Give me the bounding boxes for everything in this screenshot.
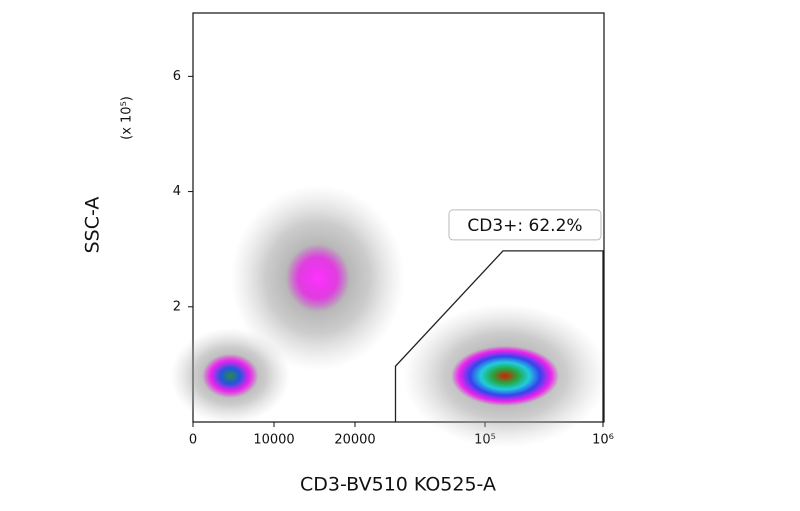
x-axis-title: CD3-BV510 KO525-A [300, 474, 496, 496]
x-tick-label: 10000 [253, 433, 294, 448]
cluster-core [285, 243, 350, 312]
x-tick-label: 20000 [334, 433, 375, 448]
y-tick-label: 2 [173, 299, 181, 314]
cluster-core [451, 345, 560, 406]
y-tick-label: 4 [173, 184, 181, 199]
y-axis-title: SSC-A [82, 197, 104, 254]
gate-label-box [448, 209, 602, 241]
y-tick-label: 6 [173, 69, 181, 84]
x-tick-label: 0 [189, 433, 197, 448]
plot-frame [192, 12, 605, 423]
y-axis-multiplier: (x 10⁵) [120, 96, 135, 140]
gate-label: CD3+: 62.2% [467, 216, 582, 236]
gate [394, 250, 604, 422]
x-tick-label: 10⁶ [592, 433, 614, 448]
cluster-core [202, 353, 259, 398]
